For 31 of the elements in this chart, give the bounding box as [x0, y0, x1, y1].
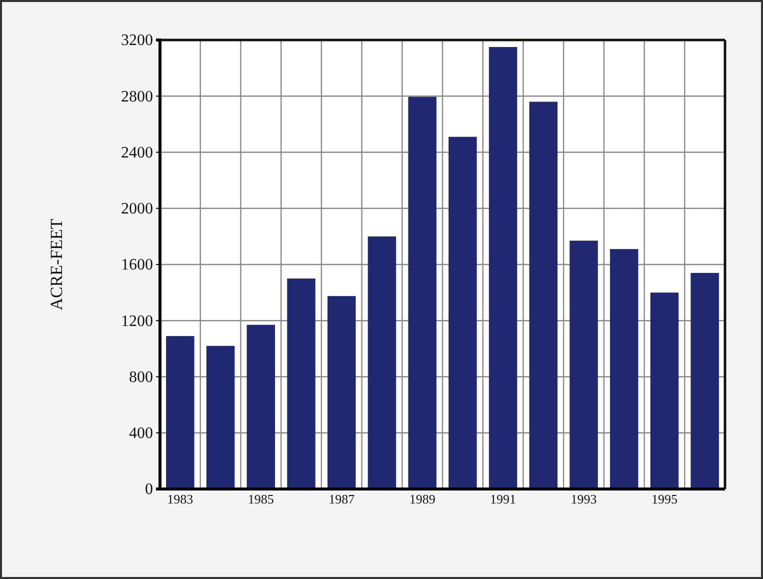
y-tick-label: 2400	[121, 144, 153, 162]
bar	[246, 324, 276, 489]
y-axis-title: ACRE-FEET	[47, 218, 66, 310]
y-tick-label: 1200	[121, 312, 153, 330]
x-tick-label: 1989	[409, 492, 436, 507]
y-tick-label: 2000	[121, 200, 153, 218]
bar	[690, 272, 719, 489]
x-tick-label: 1987	[328, 492, 356, 507]
bar	[166, 336, 194, 489]
y-tick-label: 3200	[121, 32, 153, 50]
bar	[368, 236, 396, 489]
bar	[529, 102, 558, 489]
y-tick-label: 1600	[121, 256, 153, 274]
bar	[408, 96, 436, 489]
bar	[570, 240, 598, 489]
bar	[610, 249, 638, 489]
bar	[488, 47, 518, 489]
y-tick-label: 800	[129, 368, 153, 386]
x-tick-label: 1993	[570, 492, 597, 507]
bar	[287, 278, 316, 489]
bar	[650, 292, 679, 489]
x-tick-label: 1985	[248, 492, 274, 507]
x-tick-label: 1983	[167, 492, 194, 507]
bar	[327, 296, 356, 489]
y-tick-label: 400	[129, 424, 153, 442]
x-tick-label: 1995	[651, 492, 678, 507]
bar	[448, 136, 477, 489]
y-tick-label: 2800	[121, 88, 153, 106]
y-tick-label: 0	[145, 481, 153, 498]
x-tick-label: 1991	[490, 492, 516, 507]
bar	[206, 346, 235, 489]
